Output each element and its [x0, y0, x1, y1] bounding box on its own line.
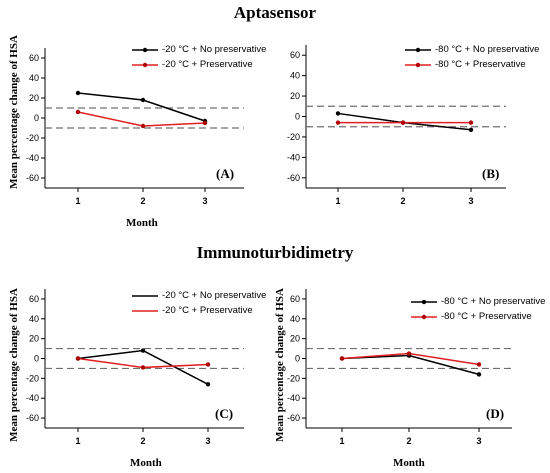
y-tick-label: 60 [290, 50, 300, 60]
y-tick-label: -40 [287, 393, 300, 403]
section-title-aptasensor: Aptasensor [233, 3, 317, 22]
legend-label: -20 °C + No preservative [162, 44, 267, 55]
y-tick-label: 0 [34, 354, 39, 364]
y-tick-label: -60 [26, 173, 39, 183]
legend-item: -20 °C + Preservative [131, 303, 266, 318]
legend: -80 °C + No preservative -80 °C + Preser… [410, 294, 545, 324]
data-point [140, 365, 146, 370]
x-tick-label: 3 [476, 436, 481, 446]
data-point [339, 356, 345, 361]
legend-swatch-preservative [132, 309, 158, 312]
data-point [476, 362, 482, 367]
legend: -20 °C + No preservative -20 °C + Preser… [131, 42, 266, 72]
x-axis-label: Month [126, 217, 158, 229]
legend-label: -80 °C + No preservative [435, 44, 540, 55]
x-axis-label: Month [130, 457, 162, 469]
data-point [205, 382, 211, 387]
data-point [406, 351, 412, 356]
y-tick-label: 20 [290, 334, 300, 344]
data-point [75, 356, 81, 361]
y-tick-label: -20 [287, 132, 300, 142]
data-point [468, 120, 474, 125]
y-tick-label: -20 [26, 133, 39, 143]
y-tick-label: -20 [287, 373, 300, 383]
y-tick-label: 0 [295, 112, 300, 122]
y-tick-label: -60 [287, 413, 300, 423]
data-point [75, 90, 81, 96]
y-tick-label: 20 [290, 91, 300, 101]
data-point [140, 348, 146, 353]
x-tick-label: 2 [400, 196, 405, 206]
section-title-immunoturbidimetry: Immunoturbidimetry [196, 243, 354, 262]
legend-swatch-preservative [411, 314, 437, 319]
data-point [468, 127, 474, 132]
legend-label: -80 °C + No preservative [441, 296, 546, 307]
y-tick-label: -40 [26, 393, 39, 403]
x-tick-label: 3 [202, 196, 207, 206]
y-tick-label: 20 [29, 93, 39, 103]
data-point [335, 120, 341, 125]
y-tick-label: -40 [287, 152, 300, 162]
y-tick-label: 0 [34, 113, 39, 123]
data-point [205, 362, 211, 367]
panel-letter: (D) [486, 406, 505, 421]
y-tick-label: 40 [290, 71, 300, 81]
panel-letter: (A) [216, 166, 235, 181]
x-tick-label: 1 [335, 196, 340, 206]
data-point [202, 120, 208, 126]
y-tick-label: -60 [287, 173, 300, 183]
legend-label: -80 °C + Preservative [441, 311, 532, 322]
legend-label: -80 °C + Preservative [435, 59, 526, 70]
x-tick-label: 1 [339, 436, 344, 446]
legend: -80 °C + No preservative -80 °C + Preser… [404, 42, 539, 72]
y-tick-label: -40 [26, 153, 39, 163]
x-axis-label: Month [393, 457, 425, 469]
x-tick-label: 2 [140, 196, 145, 206]
legend-item: -80 °C + No preservative [410, 294, 545, 309]
x-tick-label: 2 [406, 436, 411, 446]
legend-swatch-no-preservative [411, 299, 437, 304]
data-point [140, 97, 146, 103]
data-point [140, 123, 146, 129]
y-tick-label: 0 [295, 354, 300, 364]
x-tick-label: 1 [75, 436, 80, 446]
legend-label: -20 °C + Preservative [162, 59, 253, 70]
legend-item: -80 °C + Preservative [404, 57, 539, 72]
x-tick-label: 1 [75, 196, 80, 206]
y-tick-label: 40 [29, 314, 39, 324]
data-point [400, 120, 406, 125]
legend-item: -80 °C + No preservative [404, 42, 539, 57]
legend-swatch-no-preservative [132, 47, 158, 52]
legend-item: -20 °C + No preservative [131, 288, 266, 303]
y-tick-label: -20 [26, 373, 39, 383]
y-tick-label: 60 [29, 294, 39, 304]
y-tick-label: 40 [29, 73, 39, 83]
legend-swatch-no-preservative [405, 47, 431, 52]
panel-letter: (B) [482, 166, 500, 181]
legend-item: -20 °C + No preservative [131, 42, 266, 57]
legend-item: -80 °C + Preservative [410, 309, 545, 324]
y-tick-label: 60 [29, 53, 39, 63]
y-tick-label: -60 [26, 413, 39, 423]
data-point [476, 372, 482, 377]
y-tick-label: 40 [290, 314, 300, 324]
legend-swatch-no-preservative [132, 294, 158, 297]
legend-item: -20 °C + Preservative [131, 57, 266, 72]
legend-label: -20 °C + No preservative [162, 290, 267, 301]
y-tick-label: 60 [290, 294, 300, 304]
legend-swatch-preservative [132, 62, 158, 67]
data-point [75, 109, 81, 115]
x-tick-label: 3 [205, 436, 210, 446]
legend: -20 °C + No preservative -20 °C + Preser… [131, 288, 266, 318]
legend-label: -20 °C + Preservative [162, 305, 253, 316]
series-line [341, 354, 480, 376]
x-tick-label: 3 [468, 196, 473, 206]
data-point [335, 111, 341, 116]
x-tick-label: 2 [140, 436, 145, 446]
y-tick-label: 20 [29, 334, 39, 344]
legend-swatch-preservative [405, 62, 431, 67]
panel-letter: (C) [215, 406, 234, 421]
